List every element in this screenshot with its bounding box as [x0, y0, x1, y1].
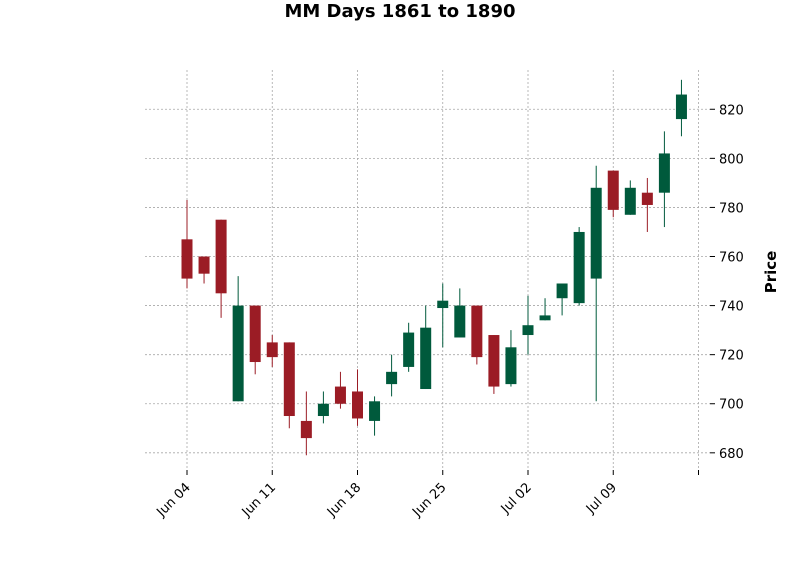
y-tick-label: 740 — [719, 300, 744, 315]
candle-body-up — [658, 153, 670, 193]
candle-body-up — [556, 283, 568, 299]
candle-body-up — [386, 371, 398, 385]
candle-body-up — [420, 327, 432, 390]
x-tick-label: Jun 18 — [324, 480, 364, 520]
candle-body-up — [317, 403, 329, 417]
candle-body-up — [369, 401, 381, 421]
candle-body-down — [283, 342, 295, 417]
candle-body-up — [437, 300, 449, 309]
candle-body-down — [266, 342, 278, 358]
candle-body-up — [573, 231, 585, 304]
candle — [454, 288, 466, 338]
candle-body-up — [624, 187, 636, 215]
y-tick-label: 780 — [719, 201, 744, 216]
candle-body-down — [181, 239, 193, 279]
candle-body-up — [403, 332, 415, 367]
candle-body-up — [675, 94, 687, 120]
candle-body-down — [198, 256, 210, 274]
candle-layer — [181, 79, 687, 456]
candle — [505, 330, 517, 387]
candle — [488, 335, 500, 394]
y-tick-label: 680 — [719, 447, 744, 462]
candle — [283, 342, 295, 429]
candle — [658, 131, 670, 228]
candle — [215, 219, 227, 318]
candle-body-down — [488, 335, 500, 387]
x-tick-label: Jun 04 — [154, 480, 194, 520]
y-tick-label: 760 — [719, 251, 744, 266]
candle-body-up — [590, 187, 602, 279]
candle-body-down — [641, 192, 653, 205]
candle — [590, 165, 602, 402]
candle — [522, 295, 534, 355]
candle-body-up — [454, 305, 466, 338]
y-tick-label: 800 — [719, 152, 744, 167]
candle-body-up — [539, 315, 551, 321]
candle — [300, 391, 312, 456]
candle — [573, 227, 585, 306]
candle — [198, 256, 210, 284]
x-tick-label: Jun 11 — [239, 480, 279, 520]
candle — [641, 177, 653, 232]
candle — [266, 335, 278, 367]
candle-body-down — [334, 386, 346, 404]
y-tick-label: 700 — [719, 398, 744, 413]
candle-body-down — [249, 305, 261, 363]
candle-body-down — [215, 219, 227, 294]
y-tick-label: 820 — [719, 103, 744, 118]
x-tick-label: Jul 02 — [498, 480, 535, 517]
candle — [539, 298, 551, 321]
candle — [232, 276, 244, 402]
x-tick-label: Jun 25 — [409, 480, 449, 520]
candle — [624, 180, 636, 215]
candle-body-down — [471, 305, 483, 358]
candle — [181, 200, 193, 289]
candle — [317, 391, 329, 424]
candle — [675, 79, 687, 137]
y-axis-label: Price — [762, 251, 780, 294]
candle — [556, 283, 568, 316]
candle — [386, 354, 398, 397]
candle — [437, 283, 449, 348]
candle-body-down — [300, 420, 312, 439]
x-tick-label: Jul 09 — [583, 480, 620, 517]
candle-body-up — [522, 325, 534, 336]
candle — [471, 305, 483, 365]
candle — [249, 305, 261, 375]
candle — [352, 369, 363, 426]
candle-body-down — [607, 170, 619, 210]
candle-body-up — [232, 305, 244, 402]
grid-layer — [145, 70, 710, 470]
candle-body-up — [505, 347, 517, 385]
chart-title: MM Days 1861 to 1890 — [284, 1, 515, 22]
candle — [607, 170, 619, 218]
candle — [420, 305, 432, 390]
candle-body-down — [352, 391, 363, 419]
y-tick-label: 720 — [719, 349, 744, 364]
candle — [403, 322, 415, 372]
candle — [369, 396, 381, 436]
candle — [334, 371, 346, 409]
